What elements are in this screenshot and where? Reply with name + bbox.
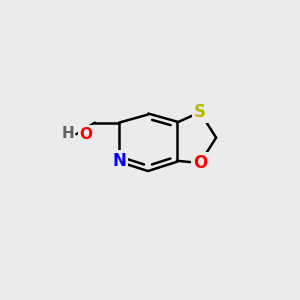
Text: O: O <box>193 154 207 172</box>
Text: N: N <box>112 152 126 170</box>
Text: O: O <box>79 127 92 142</box>
Text: H: H <box>62 126 74 141</box>
Text: S: S <box>194 103 206 121</box>
